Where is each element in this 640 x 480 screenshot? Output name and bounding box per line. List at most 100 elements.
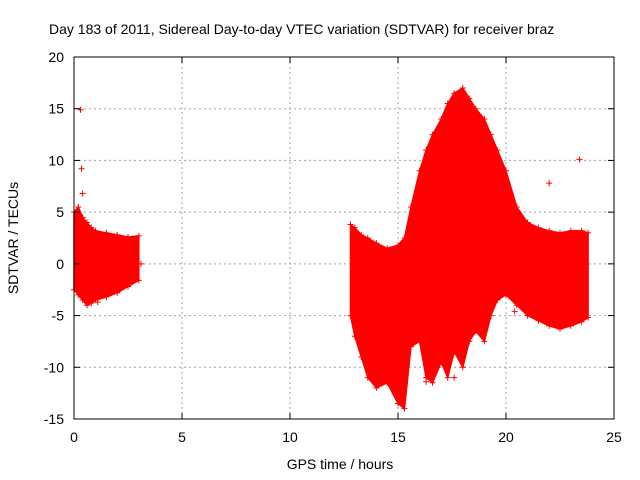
data-point [511, 308, 518, 315]
data-point [546, 180, 553, 187]
data-point [401, 405, 408, 412]
data-point [451, 90, 458, 97]
data-point [546, 227, 553, 234]
data-point [114, 231, 121, 238]
data-point [401, 235, 408, 241]
data-point [481, 116, 488, 123]
data-point [535, 224, 542, 231]
data-point [503, 167, 509, 174]
plot-border [73, 56, 615, 420]
data-point [382, 370, 389, 377]
data-point [429, 379, 436, 386]
data-band [73, 206, 140, 306]
data-point [487, 312, 494, 319]
data-point [487, 131, 494, 138]
data-point [557, 229, 563, 236]
chart-title: Day 183 of 2011, Sidereal Day-to-day VTE… [49, 21, 554, 37]
data-point [373, 384, 380, 391]
data-point [347, 221, 354, 228]
data-point [78, 165, 85, 172]
data-point [524, 312, 531, 319]
x-tick-label: 10 [282, 429, 298, 445]
data-point [79, 297, 86, 304]
data-point [444, 374, 451, 381]
data-point [472, 105, 479, 112]
data-point [438, 359, 445, 366]
data-point [546, 322, 553, 329]
y-tick-label: 20 [48, 49, 64, 65]
data-point [125, 283, 131, 290]
data-point [459, 364, 466, 371]
data-point [75, 203, 82, 210]
y-tick-label: 15 [48, 101, 64, 117]
data-point [79, 190, 86, 197]
data-point [79, 214, 86, 221]
data-point [513, 302, 520, 309]
data-point [407, 203, 414, 210]
data-point [585, 229, 592, 236]
data-point [103, 229, 110, 236]
data-point [395, 400, 401, 407]
data-point [416, 338, 423, 345]
data-point [466, 338, 473, 345]
x-tick-label: 0 [70, 429, 78, 445]
data-point [373, 240, 380, 247]
data-point [135, 232, 142, 239]
y-tick-label: -5 [52, 308, 65, 324]
y-axis-label: SDTVAR / TECUs [5, 182, 21, 294]
data-point [451, 348, 458, 355]
data-point [358, 353, 365, 360]
data-point [567, 227, 574, 234]
data-point [444, 100, 451, 107]
data-point [472, 328, 479, 335]
data-point [481, 338, 488, 345]
data-point [423, 147, 430, 154]
data-point [384, 379, 391, 386]
data-point [494, 297, 501, 304]
data-point [358, 231, 365, 238]
y-tick-label: 10 [48, 152, 64, 168]
data-point [92, 227, 99, 234]
data-point [351, 333, 358, 340]
data-point [459, 85, 466, 92]
data-point [125, 233, 131, 240]
data-point [578, 318, 585, 325]
data-point [83, 219, 90, 226]
data-point [578, 227, 585, 234]
grid [74, 57, 614, 419]
y-tick-label: -10 [44, 359, 64, 375]
data-point [524, 219, 531, 226]
data-point [88, 224, 95, 231]
x-tick-label: 25 [606, 429, 622, 445]
data-layer [71, 85, 592, 412]
data-point [351, 224, 358, 231]
data-point [135, 277, 142, 284]
x-tick-label: 15 [390, 429, 406, 445]
data-point [466, 95, 473, 102]
data-point [513, 203, 520, 210]
data-point [364, 235, 371, 241]
y-tick-label: -15 [44, 411, 64, 427]
data-point [567, 322, 574, 329]
data-point [585, 314, 592, 321]
data-point [75, 291, 82, 298]
data-point [416, 167, 423, 174]
data-point [114, 289, 121, 296]
data-point [494, 147, 501, 154]
data-point [94, 299, 101, 306]
data-point [88, 300, 95, 307]
data-point [438, 116, 445, 123]
data-point [576, 156, 583, 163]
axis-ticks: 0 5 10 15 20 25 -15 -10 -5 0 5 10 15 20 [44, 49, 622, 445]
data-point [384, 245, 391, 252]
data-point [423, 378, 430, 385]
data-point [535, 317, 542, 324]
data-point [364, 374, 371, 381]
data-point [137, 260, 144, 267]
data-point [103, 293, 110, 300]
data-point [77, 106, 84, 113]
y-tick-label: 5 [56, 204, 64, 220]
data-point [429, 131, 436, 138]
data-point [451, 374, 458, 381]
